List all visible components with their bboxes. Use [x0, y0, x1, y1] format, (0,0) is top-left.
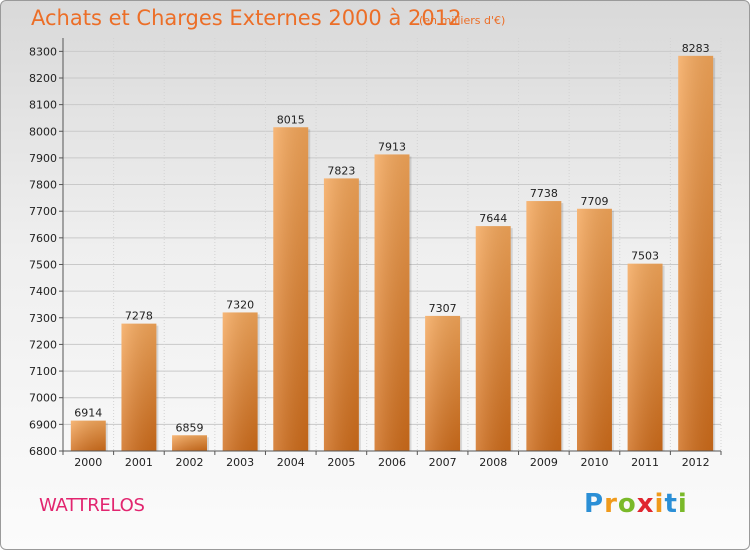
bar-highlight [70, 420, 106, 451]
y-tick-label: 8000 [29, 125, 57, 138]
data-label: 8015 [277, 113, 305, 126]
bar-highlight [374, 154, 410, 451]
data-label: 7823 [327, 164, 355, 177]
data-label: 6859 [176, 421, 204, 434]
y-tick-label: 7600 [29, 232, 57, 245]
bar-highlight [526, 201, 562, 451]
data-label: 8283 [682, 42, 710, 55]
bar-highlight [678, 55, 714, 451]
data-label: 7738 [530, 187, 558, 200]
y-tick-label: 8100 [29, 99, 57, 112]
bar-highlight [425, 315, 461, 451]
data-label: 7503 [631, 250, 659, 263]
logo-letter: r [604, 489, 618, 519]
x-tick-label: 2011 [631, 456, 659, 469]
logo-letter: i [677, 489, 688, 519]
x-tick-label: 2001 [125, 456, 153, 469]
x-tick-label: 2000 [74, 456, 102, 469]
bar-highlight [475, 226, 511, 451]
bar-highlight [172, 435, 208, 451]
x-tick-label: 2005 [327, 456, 355, 469]
x-tick-label: 2009 [530, 456, 558, 469]
logo-letter: t [664, 489, 678, 519]
y-tick-label: 7300 [29, 312, 57, 325]
data-label: 7320 [226, 298, 254, 311]
x-tick-label: 2004 [277, 456, 305, 469]
y-tick-label: 7200 [29, 338, 57, 351]
data-label: 7913 [378, 140, 406, 153]
y-tick-label: 7500 [29, 258, 57, 271]
y-tick-label: 7900 [29, 152, 57, 165]
y-tick-label: 7400 [29, 285, 57, 298]
bar-highlight [273, 127, 309, 451]
y-tick-label: 6900 [29, 418, 57, 431]
x-tick-label: 2003 [226, 456, 254, 469]
x-tick-label: 2010 [580, 456, 608, 469]
y-tick-label: 7700 [29, 205, 57, 218]
proxiti-logo: Proxiti [584, 489, 688, 519]
x-tick-label: 2007 [429, 456, 457, 469]
data-label: 7278 [125, 310, 153, 323]
y-tick-label: 8200 [29, 72, 57, 85]
y-tick-label: 6800 [29, 445, 57, 458]
x-tick-label: 2006 [378, 456, 406, 469]
bar-highlight [323, 178, 359, 452]
data-label: 7644 [479, 212, 507, 225]
logo-letter: x [636, 489, 655, 519]
x-tick-label: 2002 [176, 456, 204, 469]
y-tick-label: 7800 [29, 179, 57, 192]
y-tick-label: 7000 [29, 392, 57, 405]
chart-subtitle: (en milliers d'€) [419, 14, 506, 27]
x-tick-label: 2012 [682, 456, 710, 469]
bar-highlight [222, 312, 258, 451]
bar-highlight [627, 263, 663, 451]
data-label: 7307 [429, 302, 457, 315]
logo-letter: P [584, 489, 605, 519]
city-name: WATTRELOS [39, 495, 145, 516]
data-label: 6914 [74, 407, 102, 420]
y-tick-label: 7100 [29, 365, 57, 378]
x-tick-label: 2008 [479, 456, 507, 469]
bar-highlight [576, 208, 612, 451]
chart-title: Achats et Charges Externes 2000 à 2012 [31, 6, 462, 30]
bar-highlight [121, 323, 157, 451]
y-tick-label: 8300 [29, 45, 57, 58]
logo-letter: i [654, 489, 665, 519]
data-label: 7709 [580, 195, 608, 208]
logo-letter: o [617, 489, 637, 519]
